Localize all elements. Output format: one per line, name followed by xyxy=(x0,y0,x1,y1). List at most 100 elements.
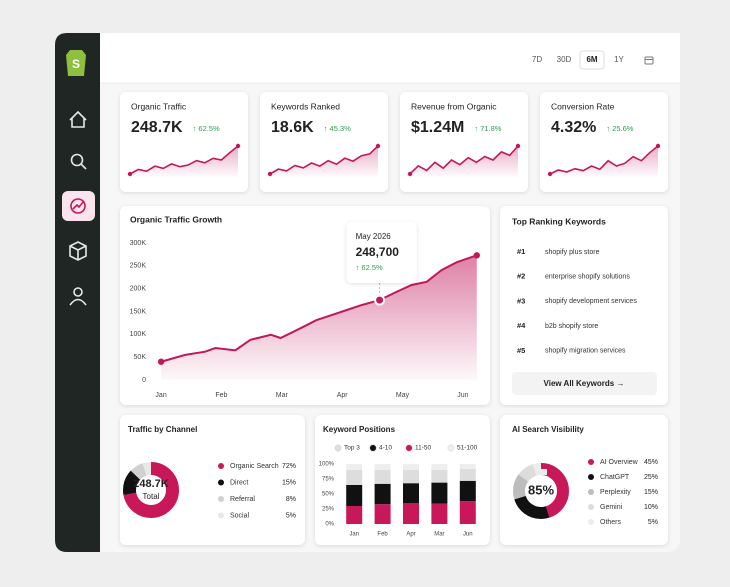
legend-swatch xyxy=(218,479,224,486)
donut-segment xyxy=(123,462,179,518)
sparkline-end xyxy=(407,171,413,177)
donut-segment xyxy=(513,463,569,519)
legend-label: ChatGPT xyxy=(600,474,630,481)
legend-label: Top 3 xyxy=(344,445,360,452)
donut-segment xyxy=(513,463,569,519)
bar-segment xyxy=(431,464,448,470)
kpi-value: $1.24M xyxy=(411,119,464,136)
keyword-rank: #5 xyxy=(517,346,525,355)
kpi-title: Conversion Rate xyxy=(551,101,615,111)
line-end-point xyxy=(157,358,165,365)
kpi-change: ↑ 45.3% xyxy=(324,124,351,133)
sparkline xyxy=(269,145,379,175)
legend-label: Perplexity xyxy=(600,489,631,496)
kpi-title: Organic Traffic xyxy=(131,101,187,111)
y-tick-label: 200K xyxy=(130,286,147,293)
line-end-point xyxy=(473,252,480,259)
legend-swatch xyxy=(218,463,224,469)
y-tick-label: 50% xyxy=(322,492,335,498)
x-tick-label: Apr xyxy=(406,532,415,538)
kpi-title: Revenue from Organic xyxy=(411,101,497,111)
tooltip-value: 248,700 xyxy=(356,245,400,259)
range-button[interactable]: 7D xyxy=(532,55,542,64)
y-tick-label: 100K xyxy=(130,331,147,338)
bar-segment xyxy=(403,503,419,524)
chart-title: Organic Traffic Growth xyxy=(130,214,222,224)
legend-label: 51-100 xyxy=(457,445,478,452)
y-tick-label: 0 xyxy=(142,377,146,384)
donut-segment xyxy=(123,462,179,518)
sparkline-end xyxy=(547,171,553,177)
home-icon[interactable] xyxy=(69,110,87,128)
kpi-change: ↑ 62.5% xyxy=(193,124,220,133)
legend-value: 72% xyxy=(282,463,296,470)
y-tick-label: 0% xyxy=(325,522,334,528)
bar-segment xyxy=(374,504,391,524)
bar-segment xyxy=(374,464,391,470)
view-all-label[interactable]: View All Keywords → xyxy=(544,379,625,388)
sparkline-end xyxy=(127,171,133,177)
sparkline-area xyxy=(130,146,238,178)
x-tick-label: Jan xyxy=(155,392,166,399)
legend-value: 5% xyxy=(286,512,296,519)
legend-value: 8% xyxy=(286,496,296,503)
sparkline-end xyxy=(235,143,241,149)
profile-icon[interactable] xyxy=(69,287,87,306)
search-icon[interactable] xyxy=(70,153,87,170)
view-all-button[interactable] xyxy=(512,372,657,395)
sparkline xyxy=(129,145,239,175)
y-tick-label: 300K xyxy=(130,240,147,247)
donut-center-label: Total xyxy=(143,492,160,501)
legend-swatch xyxy=(588,489,594,495)
legend-swatch xyxy=(334,444,342,452)
range-button[interactable]: 1Y xyxy=(614,55,624,64)
legend-label: Direct xyxy=(230,479,248,486)
range-button[interactable]: 30D xyxy=(557,55,572,64)
legend-swatch xyxy=(588,474,594,480)
legend-label: Social xyxy=(230,512,250,519)
legend-label: Organic Search xyxy=(230,463,279,470)
legend-swatch xyxy=(218,512,224,519)
bar-segment xyxy=(431,503,448,524)
y-tick-label: 50K xyxy=(134,354,147,361)
legend-label: 11-50 xyxy=(415,445,432,452)
keyword-rank: #2 xyxy=(517,272,525,281)
calendar-icon[interactable] xyxy=(644,56,654,65)
x-tick-label: Jun xyxy=(457,392,468,399)
bar-segment xyxy=(431,482,448,504)
legend-value: 10% xyxy=(644,504,658,511)
chart-title: Traffic by Channel xyxy=(128,425,197,434)
x-tick-label: Feb xyxy=(377,532,388,538)
sparkline xyxy=(409,145,519,175)
area-fill xyxy=(161,255,477,380)
products-icon[interactable] xyxy=(69,241,87,261)
tooltip-change: ↑ 62.5% xyxy=(356,263,383,272)
donut-center-value: 248.7K xyxy=(133,478,169,490)
legend-value: 15% xyxy=(644,489,658,496)
bar-segment xyxy=(403,483,419,503)
kpi-value: 4.32% xyxy=(551,119,596,136)
legend-label: AI Overview xyxy=(600,459,639,466)
keyword-text: shopify plus store xyxy=(545,249,600,256)
bar-segment xyxy=(459,501,476,524)
x-tick-label: Jun xyxy=(463,532,473,538)
kpi-value: 18.6K xyxy=(271,119,314,136)
x-tick-label: May xyxy=(396,392,410,399)
legend-value: 45% xyxy=(644,459,658,466)
legend-swatch xyxy=(218,496,224,502)
kpi-change: ↑ 71.8% xyxy=(474,124,501,133)
legend-swatch xyxy=(588,459,594,465)
legend-label: Referral xyxy=(230,496,255,503)
sparkline-end xyxy=(375,143,381,149)
keyword-text: shopify migration services xyxy=(545,348,626,355)
bar-segment xyxy=(459,468,476,481)
x-tick-label: Mar xyxy=(434,532,444,538)
range-button[interactable]: 6M xyxy=(586,55,597,64)
sparkline-end xyxy=(267,171,273,177)
keyword-text: shopify development services xyxy=(545,298,637,305)
donut-center-value: 85% xyxy=(528,482,554,497)
range-button-active[interactable] xyxy=(579,50,605,70)
analytics-icon[interactable] xyxy=(70,198,86,214)
